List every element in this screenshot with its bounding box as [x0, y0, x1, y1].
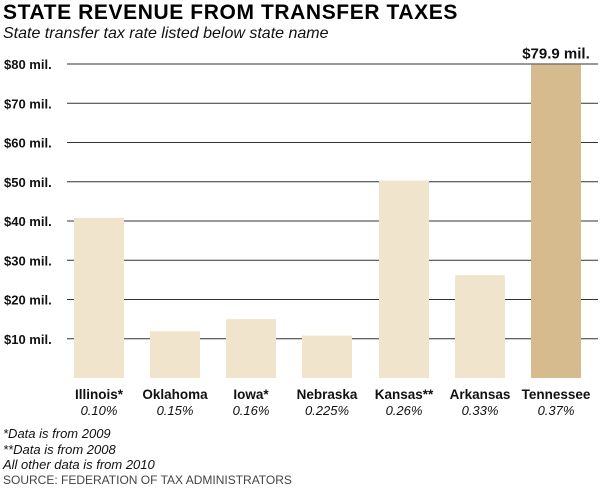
bars — [74, 64, 581, 378]
bar — [531, 64, 581, 378]
x-category-label: Iowa* — [233, 387, 269, 402]
chart-title: STATE REVENUE FROM TRANSFER TAXES — [3, 1, 458, 24]
footnote-2008: **Data is from 2008 — [3, 441, 116, 457]
y-tick-label: $70 mil. — [4, 96, 52, 111]
y-tick-label: $10 mil. — [4, 332, 52, 347]
labels: $10 mil. $20 mil. $30 mil. $40 mil. $50 mil.… — [4, 45, 591, 418]
x-category-label: Arkansas — [450, 387, 511, 402]
bar — [455, 275, 505, 378]
gridlines — [67, 63, 598, 340]
y-tick-label: $60 mil. — [4, 136, 52, 151]
y-tick-label: $80 mil. — [4, 57, 52, 72]
bar-chart: $10 mil. $20 mil. $30 mil. $40 mil. $50 mil.… — [4, 45, 598, 418]
source-credit: SOURCE: FEDERATION OF TAX ADMINISTRATORS — [3, 472, 292, 487]
x-category-label: Illinois* — [75, 387, 124, 402]
data-label: $79.9 mil. — [522, 45, 590, 62]
x-rate-label: 0.16% — [233, 403, 270, 418]
y-tick-label: $40 mil. — [4, 214, 52, 229]
x-rate-label: 0.37% — [538, 403, 575, 418]
y-tick-label: $50 mil. — [4, 175, 52, 190]
x-category-label: Oklahoma — [142, 387, 208, 402]
bar — [74, 217, 124, 378]
bar — [226, 319, 276, 378]
y-tick-label: $20 mil. — [4, 293, 52, 308]
chart-subtitle: State transfer tax rate listed below sta… — [3, 25, 329, 42]
x-category-label: Tennessee — [522, 387, 591, 402]
x-rate-label: 0.225% — [305, 403, 349, 418]
bar — [150, 331, 200, 378]
x-rate-label: 0.33% — [462, 403, 499, 418]
bar — [302, 335, 352, 378]
bar — [379, 180, 429, 378]
x-rate-label: 0.26% — [386, 403, 423, 418]
footnote-2010: All other data is from 2010 — [3, 457, 155, 472]
footnote-2009: *Data is from 2009 — [3, 426, 111, 441]
x-category-label: Kansas** — [375, 387, 434, 402]
y-tick-label: $30 mil. — [4, 253, 52, 268]
x-rate-label: 0.10% — [81, 403, 118, 418]
x-rate-label: 0.15% — [157, 403, 194, 418]
x-category-label: Nebraska — [297, 387, 358, 402]
footnotes: *Data is from 2009 **Data is from 2008 A… — [3, 426, 292, 488]
